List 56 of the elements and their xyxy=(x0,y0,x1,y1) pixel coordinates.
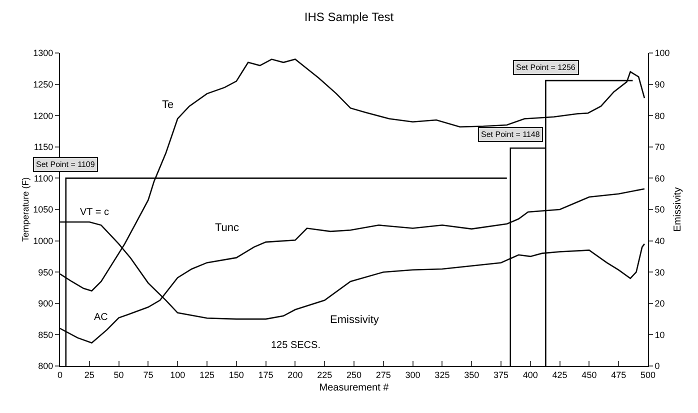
x-tick-label: 300 xyxy=(405,370,420,380)
y-tick-label: 950 xyxy=(38,267,54,278)
x-tick-label: 150 xyxy=(228,370,244,380)
x-tick-label: 200 xyxy=(288,370,303,380)
x-tick-label: 350 xyxy=(464,370,480,380)
annotation: AC xyxy=(94,312,108,323)
x-tick-label: 475 xyxy=(611,370,626,380)
x-tick-label: 250 xyxy=(346,370,362,380)
y-tick-label: 1250 xyxy=(33,79,54,90)
y2-tick-label: 100 xyxy=(654,48,670,58)
y2-tick-label: 90 xyxy=(654,79,665,90)
x-tick-label: 325 xyxy=(434,370,450,380)
y-tick-label: 1100 xyxy=(34,173,54,184)
y-tick-label: 800 xyxy=(38,361,54,372)
x-tick-label: 425 xyxy=(552,370,568,380)
x-tick-label: 375 xyxy=(493,370,509,380)
y-tick-label: 1200 xyxy=(33,110,54,121)
x-tick-label: 275 xyxy=(376,370,391,380)
y-tick-label: 850 xyxy=(38,330,54,340)
series-label: Emissivity xyxy=(330,314,380,326)
x-tick-label: 450 xyxy=(582,370,597,380)
y2-axis-title: Emissivity xyxy=(672,187,684,232)
x-tick-label: 100 xyxy=(170,370,186,380)
y-tick-label: 1300 xyxy=(33,48,54,58)
series-label: Tunc xyxy=(215,222,240,234)
y2-tick-label: 70 xyxy=(654,142,665,152)
y-tick-label: 900 xyxy=(38,298,54,309)
annotation: 125 SECS. xyxy=(271,340,320,351)
annotation: VT = c xyxy=(80,207,109,218)
y2-tick-label: 30 xyxy=(654,267,665,278)
y2-tick-label: 60 xyxy=(654,173,665,184)
y-tick-label: 1000 xyxy=(33,236,54,246)
x-tick-label: 225 xyxy=(317,370,332,380)
x-axis-title: Measurement # xyxy=(319,382,390,394)
y-tick-label: 1050 xyxy=(33,204,54,215)
x-tick-label: 0 xyxy=(57,370,63,380)
y-axis-title: Temperature (F) xyxy=(20,177,31,242)
y2-tick-label: 10 xyxy=(654,330,665,340)
y2-tick-label: 20 xyxy=(654,298,665,309)
y2-tick-label: 40 xyxy=(654,236,665,246)
x-tick-label: 75 xyxy=(143,370,154,380)
y2-tick-label: 0 xyxy=(654,361,660,372)
x-tick-label: 125 xyxy=(199,370,215,380)
y2-tick-label: 50 xyxy=(654,204,665,215)
annotation: Set Point = 1256 xyxy=(516,63,576,72)
annotation: Set Point = 1109 xyxy=(36,160,96,169)
series-label: Te xyxy=(162,99,174,111)
chart-title: IHS Sample Test xyxy=(304,10,394,24)
x-tick-label: 175 xyxy=(258,370,274,380)
x-tick-label: 25 xyxy=(84,370,94,380)
x-tick-label: 500 xyxy=(640,370,656,380)
annotation: Set Point = 1148 xyxy=(481,130,540,139)
x-tick-label: 400 xyxy=(522,370,538,380)
y2-tick-label: 80 xyxy=(654,110,665,121)
x-tick-label: 50 xyxy=(114,370,124,380)
y-tick-label: 1150 xyxy=(34,142,54,152)
